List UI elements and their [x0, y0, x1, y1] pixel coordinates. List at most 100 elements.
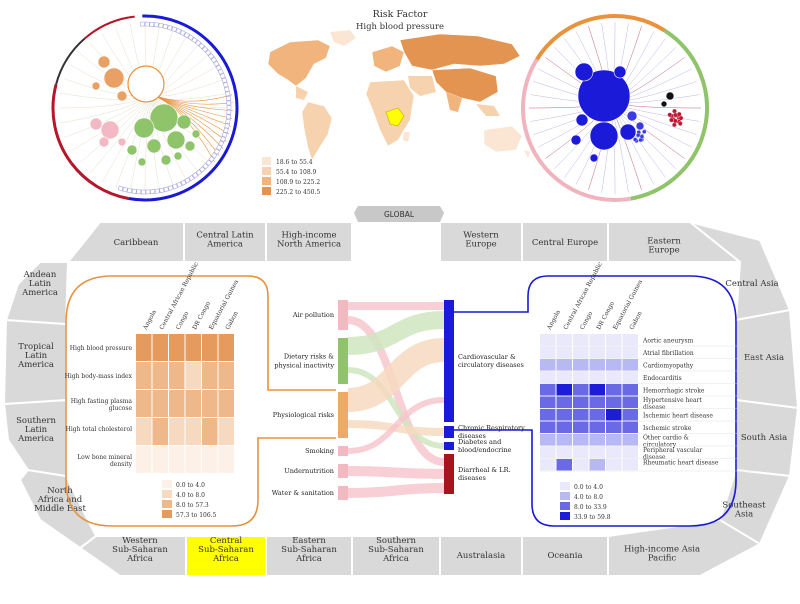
heatmap-cell[interactable] — [540, 359, 556, 371]
heatmap-cell[interactable] — [573, 421, 589, 434]
heatmap-cell[interactable] — [185, 446, 202, 473]
heatmap-cell[interactable] — [556, 396, 573, 409]
heatmap-cell[interactable] — [622, 409, 639, 421]
heatmap-cell[interactable] — [218, 418, 235, 445]
heatmap-cell[interactable] — [606, 346, 622, 359]
chord-group-arc[interactable] — [630, 28, 709, 201]
chord-bubble[interactable] — [636, 132, 641, 138]
heatmap-cell[interactable] — [573, 334, 589, 346]
chord-bubble[interactable] — [672, 122, 677, 128]
heatmap-cell[interactable] — [218, 334, 235, 361]
heatmap-cell[interactable] — [152, 334, 169, 361]
heatmap-cell[interactable] — [169, 418, 185, 445]
heatmap-cell[interactable] — [540, 346, 556, 359]
heatmap-cell[interactable] — [606, 421, 622, 434]
chord-bubble[interactable] — [676, 111, 682, 117]
sankey-flow[interactable] — [347, 367, 445, 449]
sankey-diagram[interactable]: Air pollution Dietary risks & physical ina… — [272, 300, 525, 500]
chord-group-arc[interactable] — [55, 37, 86, 85]
map-greenland[interactable] — [330, 30, 356, 46]
disease-chord-diagram[interactable] — [521, 14, 709, 202]
chord-bubble[interactable] — [574, 62, 594, 82]
heatmap-cell[interactable] — [169, 334, 185, 361]
heatmap-cell[interactable] — [218, 390, 235, 417]
chord-bubble[interactable] — [100, 120, 120, 140]
chord-bubble[interactable] — [97, 55, 111, 69]
sankey-disease-node[interactable] — [444, 442, 454, 450]
heatmap-cell[interactable] — [540, 459, 556, 471]
heatmap-cell[interactable] — [589, 384, 606, 396]
region-high-income-north-america[interactable] — [265, 221, 353, 263]
heatmap-cell[interactable] — [540, 409, 556, 421]
heatmap-cell[interactable] — [622, 396, 639, 409]
map-central-sub-saharan-africa[interactable] — [385, 107, 405, 127]
heatmap-cell[interactable] — [556, 446, 573, 459]
heatmap-cell[interactable] — [152, 362, 169, 389]
heatmap-cell[interactable] — [152, 446, 169, 473]
chord-bubble[interactable] — [673, 112, 678, 118]
heatmap-cell[interactable] — [622, 446, 639, 459]
heatmap-cell[interactable] — [606, 371, 622, 384]
heatmap-cell[interactable] — [622, 434, 639, 446]
heatmap-cell[interactable] — [622, 371, 639, 384]
map-north-america[interactable] — [267, 39, 331, 87]
global-button[interactable]: GLOBAL — [354, 206, 444, 222]
sankey-risk-node[interactable] — [338, 300, 348, 330]
heatmap-cell[interactable] — [589, 434, 606, 446]
chord-group-arc[interactable] — [523, 129, 631, 202]
chord-bubble[interactable] — [103, 67, 125, 89]
heatmap-cell[interactable] — [589, 409, 606, 421]
heatmap-cell[interactable] — [622, 359, 639, 371]
chord-group-arc[interactable] — [521, 58, 539, 131]
heatmap-cell[interactable] — [202, 334, 218, 361]
heatmap-cell[interactable] — [573, 459, 589, 471]
chord-bubble[interactable] — [173, 151, 183, 161]
heatmap-cell[interactable] — [540, 446, 556, 459]
chord-bubble[interactable] — [669, 117, 674, 123]
heatmap-cell[interactable] — [202, 418, 218, 445]
heatmap-cell[interactable] — [540, 334, 556, 346]
chord-group-arc[interactable] — [128, 14, 239, 202]
heatmap-cell[interactable] — [169, 362, 185, 389]
chord-bubble[interactable] — [660, 100, 668, 108]
heatmap-cell[interactable] — [556, 346, 573, 359]
sankey-flow[interactable] — [347, 311, 445, 355]
heatmap-cell[interactable] — [622, 459, 639, 471]
heatmap-cell[interactable] — [622, 384, 639, 396]
chord-bubble[interactable] — [619, 123, 637, 141]
heatmap-cell[interactable] — [573, 396, 589, 409]
chord-bubble[interactable] — [667, 112, 673, 118]
chord-bubble[interactable] — [137, 157, 147, 167]
risk-chord-diagram[interactable] — [51, 14, 239, 202]
chord-group-arc[interactable] — [534, 14, 666, 62]
chord-bubble[interactable] — [184, 140, 196, 152]
heatmap-cell[interactable] — [556, 359, 573, 371]
heatmap-cell[interactable] — [540, 434, 556, 446]
heatmap-cell[interactable] — [589, 371, 606, 384]
sankey-risk-node[interactable] — [338, 392, 348, 438]
chord-group-arc[interactable] — [70, 162, 129, 201]
chord-group-arc[interactable] — [51, 84, 73, 164]
chord-bubble[interactable] — [642, 129, 647, 134]
chord-bubble[interactable] — [117, 137, 127, 147]
map-south-america[interactable] — [301, 101, 333, 161]
map-europe[interactable] — [371, 45, 405, 73]
heatmap-cell[interactable] — [606, 396, 622, 409]
chord-bubble[interactable] — [672, 118, 678, 124]
map-russia[interactable] — [399, 33, 521, 71]
sankey-disease-node[interactable] — [444, 300, 454, 422]
heatmap-cell[interactable] — [540, 396, 556, 409]
chord-bubble[interactable] — [133, 117, 155, 139]
map-australia[interactable] — [483, 125, 523, 153]
heatmap-cell[interactable] — [540, 384, 556, 396]
chord-bubble[interactable] — [678, 115, 684, 121]
chord-bubble[interactable] — [589, 121, 619, 151]
chord-bubble[interactable] — [91, 81, 101, 91]
heatmap-cell[interactable] — [185, 334, 202, 361]
heatmap-cell[interactable] — [589, 396, 606, 409]
heatmap-cell[interactable] — [622, 421, 639, 434]
chord-bubble[interactable] — [570, 134, 582, 146]
heatmap-cell[interactable] — [606, 334, 622, 346]
